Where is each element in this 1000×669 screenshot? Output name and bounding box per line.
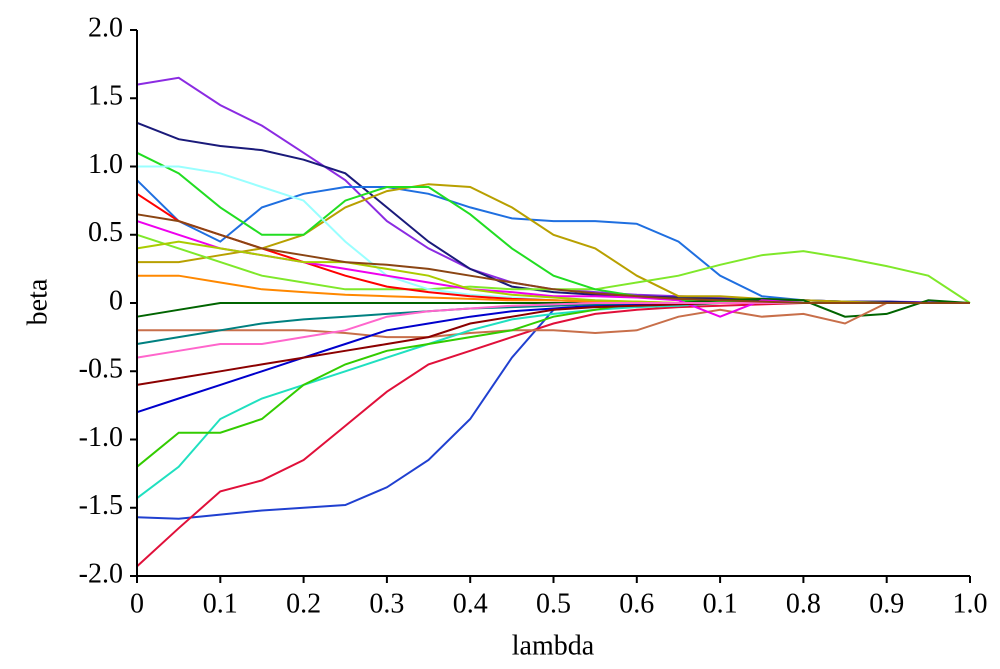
x-tick-label: 0.5: [536, 588, 571, 619]
y-tick-label: 0: [109, 285, 123, 316]
series-line: [136, 213, 970, 304]
series-line: [136, 240, 970, 304]
y-axis-title: beta: [22, 278, 53, 325]
series-line: [136, 302, 970, 499]
series-line: [137, 183, 970, 304]
x-tick-label: 0.1: [703, 588, 738, 619]
x-tick-label: 0.9: [869, 588, 904, 619]
x-tick-label: 0.8: [786, 588, 821, 619]
series-line: [136, 76, 971, 304]
y-tick-label: -1.5: [79, 490, 123, 521]
y-tick-label: 1.5: [88, 81, 123, 112]
y-tick-label: 2.0: [88, 12, 123, 43]
y-tick-label: 1.0: [88, 149, 123, 180]
y-tick-label: -0.5: [79, 354, 123, 385]
x-tick-label: 0.4: [453, 588, 488, 619]
series-line: [136, 179, 970, 304]
series-line: [136, 297, 971, 318]
series-line: [136, 302, 970, 520]
x-tick-label: 0.1: [203, 588, 238, 619]
x-tick-label: 0.3: [369, 588, 404, 619]
series-line: [136, 302, 970, 468]
series-line: [136, 302, 970, 414]
x-tick-label: 0: [130, 588, 144, 619]
y-tick-label: -2.0: [79, 558, 123, 589]
x-tick-label: 1.0: [953, 588, 988, 619]
series-line: [136, 151, 970, 304]
series-line: [137, 302, 970, 339]
series-line: [136, 302, 970, 568]
x-axis-title: lambda: [512, 630, 595, 661]
y-tick-label: 0.5: [88, 217, 123, 248]
x-tick-label: 0.6: [619, 588, 654, 619]
x-tick-label: 0.2: [286, 588, 321, 619]
y-tick-label: -1.0: [79, 422, 123, 453]
